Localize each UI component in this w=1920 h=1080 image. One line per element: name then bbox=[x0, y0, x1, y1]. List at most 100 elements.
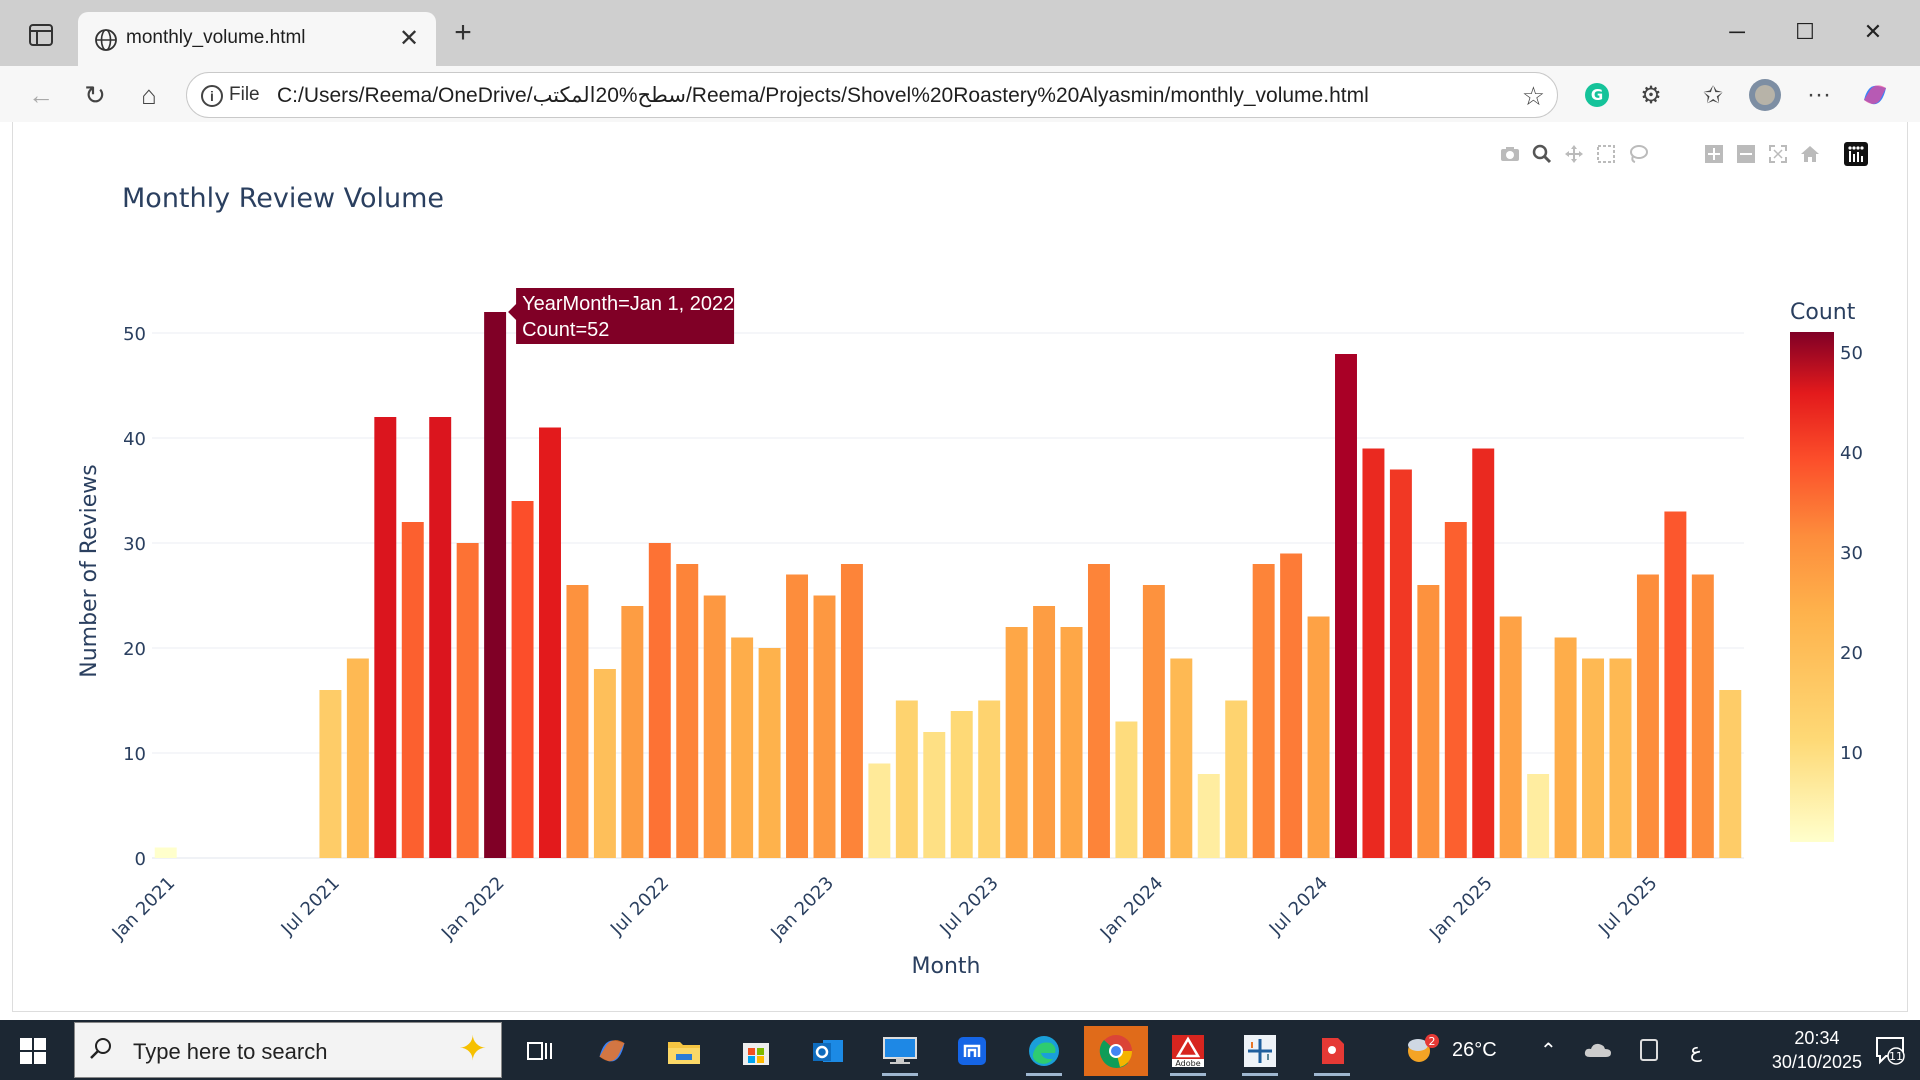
bar[interactable] bbox=[758, 648, 781, 858]
remote-app-icon[interactable] bbox=[940, 1026, 1004, 1076]
onedrive-icon[interactable] bbox=[1584, 1020, 1612, 1080]
bar[interactable] bbox=[1691, 574, 1714, 859]
autoscale-icon[interactable] bbox=[1762, 140, 1794, 168]
taskbar-search[interactable]: Type here to search ✦ bbox=[74, 1022, 502, 1078]
bar[interactable] bbox=[1472, 448, 1495, 859]
new-tab-button[interactable]: + bbox=[454, 16, 472, 49]
grammarly-icon[interactable]: G bbox=[1578, 76, 1616, 114]
browser-tab[interactable]: monthly_volume.html ✕ bbox=[78, 12, 436, 66]
bar[interactable] bbox=[429, 417, 452, 858]
bar[interactable] bbox=[374, 417, 397, 858]
bar[interactable] bbox=[840, 564, 863, 858]
bar[interactable] bbox=[1197, 774, 1220, 858]
device-icon[interactable] bbox=[1638, 1020, 1660, 1080]
bar[interactable] bbox=[621, 606, 644, 858]
bar[interactable] bbox=[1087, 564, 1110, 858]
bar[interactable] bbox=[1417, 585, 1440, 858]
bar[interactable] bbox=[1033, 606, 1056, 858]
bar[interactable] bbox=[1060, 627, 1083, 858]
bar[interactable] bbox=[648, 543, 671, 858]
bar[interactable] bbox=[346, 658, 369, 859]
lasso-select-icon[interactable] bbox=[1622, 140, 1654, 168]
file-explorer-icon[interactable] bbox=[652, 1026, 716, 1076]
bar[interactable] bbox=[539, 427, 561, 859]
notifications-icon[interactable]: 11 bbox=[1874, 1034, 1906, 1066]
bar[interactable] bbox=[401, 522, 424, 858]
close-window-button[interactable]: ✕ bbox=[1863, 19, 1883, 44]
minimize-button[interactable]: ─ bbox=[1729, 19, 1745, 44]
home-button[interactable]: ⌂ bbox=[141, 80, 157, 110]
close-tab-icon[interactable]: ✕ bbox=[398, 25, 420, 52]
chrome-icon[interactable] bbox=[1084, 1026, 1148, 1076]
bar[interactable] bbox=[1280, 553, 1303, 859]
bar[interactable] bbox=[1444, 522, 1467, 858]
bar[interactable] bbox=[1554, 637, 1577, 859]
bar[interactable] bbox=[813, 595, 836, 859]
bar[interactable] bbox=[566, 585, 589, 858]
task-view-icon[interactable] bbox=[508, 1026, 572, 1076]
address-bar[interactable]: i File C:/Users/Reema/OneDrive/سطح%20الم… bbox=[186, 72, 1558, 118]
bar[interactable] bbox=[319, 690, 342, 858]
profile-avatar[interactable] bbox=[1746, 76, 1784, 114]
bar[interactable] bbox=[154, 847, 177, 859]
copilot-icon[interactable] bbox=[1856, 76, 1894, 114]
outlook-icon[interactable] bbox=[796, 1026, 860, 1076]
microsoft-store-icon[interactable] bbox=[724, 1026, 788, 1076]
bar[interactable] bbox=[1142, 585, 1165, 858]
tab-actions-icon[interactable] bbox=[24, 20, 58, 50]
bar[interactable] bbox=[484, 312, 507, 858]
app-icon-red[interactable] bbox=[1300, 1026, 1364, 1076]
bar[interactable] bbox=[786, 574, 809, 859]
bar[interactable] bbox=[978, 700, 1001, 859]
back-button[interactable]: ← bbox=[28, 80, 54, 110]
camera-icon[interactable] bbox=[1494, 140, 1526, 168]
bar[interactable] bbox=[1225, 700, 1248, 859]
bar[interactable] bbox=[1307, 616, 1330, 859]
bar[interactable] bbox=[511, 501, 534, 858]
bar[interactable] bbox=[1719, 690, 1742, 858]
box-select-icon[interactable] bbox=[1590, 140, 1622, 168]
edge-icon[interactable] bbox=[1012, 1026, 1076, 1076]
bar[interactable] bbox=[1499, 616, 1522, 859]
bar[interactable] bbox=[1636, 574, 1659, 859]
clock[interactable]: 20:34 30/10/2025 bbox=[1772, 1026, 1862, 1074]
extensions-icon[interactable]: ⚙ bbox=[1640, 81, 1662, 109]
favorite-star-icon[interactable]: ☆ bbox=[1521, 81, 1545, 111]
refresh-button[interactable]: ↻ bbox=[84, 80, 106, 110]
bar[interactable] bbox=[676, 564, 699, 858]
zoom-icon[interactable] bbox=[1526, 140, 1558, 168]
bar[interactable] bbox=[731, 637, 754, 859]
weather-widget[interactable]: 2 26°C bbox=[1404, 1020, 1497, 1080]
bar[interactable] bbox=[1582, 658, 1605, 859]
info-icon[interactable]: i bbox=[201, 85, 223, 107]
bar[interactable] bbox=[1115, 721, 1138, 859]
bar[interactable] bbox=[868, 763, 891, 859]
bar[interactable] bbox=[593, 669, 616, 858]
zoom-in-icon[interactable] bbox=[1698, 140, 1730, 168]
bar[interactable] bbox=[1609, 658, 1632, 859]
favorites-icon[interactable]: ✩ bbox=[1702, 81, 1724, 109]
bar[interactable] bbox=[1389, 469, 1412, 859]
zoom-out-icon[interactable] bbox=[1730, 140, 1762, 168]
remote-desktop-icon[interactable] bbox=[868, 1026, 932, 1076]
tableau-icon[interactable] bbox=[1228, 1026, 1292, 1076]
bar[interactable] bbox=[1664, 511, 1687, 859]
bar[interactable] bbox=[1170, 658, 1193, 859]
language-indicator[interactable]: ع bbox=[1690, 1039, 1702, 1062]
reset-axes-icon[interactable] bbox=[1794, 140, 1826, 168]
bar[interactable] bbox=[1252, 564, 1275, 858]
start-button[interactable] bbox=[20, 1038, 46, 1064]
bar[interactable] bbox=[703, 595, 726, 859]
adobe-icon[interactable]: Adobe bbox=[1156, 1026, 1220, 1076]
url-text[interactable]: C:/Users/Reema/OneDrive/سطح%20المكتب/Ree… bbox=[277, 84, 1369, 107]
bar[interactable] bbox=[950, 711, 973, 858]
bar[interactable] bbox=[895, 700, 918, 859]
bar[interactable] bbox=[923, 732, 946, 858]
bar[interactable] bbox=[1362, 448, 1385, 859]
show-hidden-icons[interactable]: ⌃ bbox=[1540, 1039, 1557, 1062]
copilot-app-icon[interactable] bbox=[580, 1026, 644, 1076]
maximize-button[interactable]: ☐ bbox=[1795, 19, 1815, 44]
bar[interactable] bbox=[1335, 354, 1357, 858]
pan-icon[interactable] bbox=[1558, 140, 1590, 168]
more-options-icon[interactable]: ··· bbox=[1807, 81, 1831, 108]
